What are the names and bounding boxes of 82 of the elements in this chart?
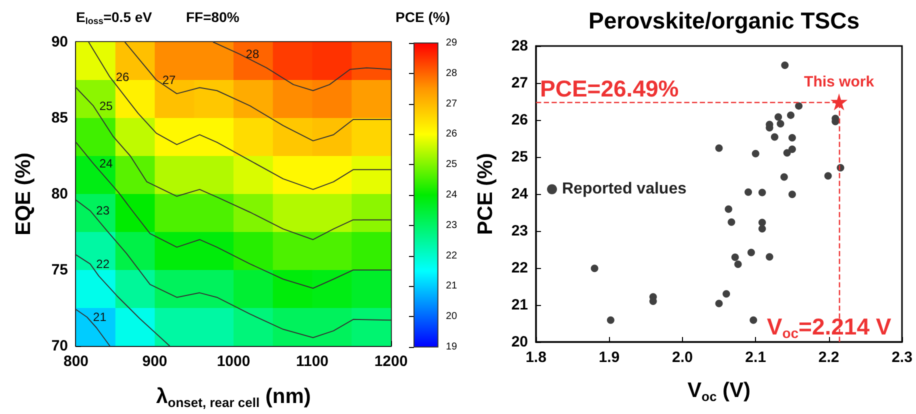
x-tick-label: 800 [63, 353, 89, 370]
y-tick-label: 21 [511, 296, 528, 314]
color-bar-title: PCE (%) [396, 9, 450, 25]
point [780, 173, 788, 181]
y-tick-label: 25 [511, 148, 528, 166]
point [781, 61, 789, 69]
point [758, 225, 766, 233]
point [722, 290, 730, 298]
color-bar-label: 25 [446, 159, 458, 170]
point [774, 113, 782, 121]
point [724, 205, 732, 213]
point [830, 93, 848, 110]
y-tick-label: 24 [511, 186, 529, 202]
point [744, 188, 752, 196]
point [795, 102, 803, 110]
point [758, 188, 766, 196]
color-bar-label: 27 [446, 98, 458, 110]
color-bar-label: 23 [446, 220, 458, 231]
point [715, 144, 723, 152]
series-label: 26 [116, 70, 130, 84]
series-label: 21 [93, 310, 107, 324]
color-bar-label: 28 [446, 68, 458, 79]
ref-line-label: PCE=26.49% [540, 75, 679, 102]
point [788, 190, 796, 198]
y-tick-label: 85 [51, 110, 68, 126]
point [788, 134, 796, 142]
color-bar-label: 19 [446, 342, 458, 352]
point [750, 316, 758, 324]
y-tick-label: 90 [51, 34, 68, 50]
x-tick-label: 1.8 [526, 349, 546, 366]
series-label: 27 [162, 73, 176, 87]
y-tick-label: 28 [511, 38, 528, 54]
point [788, 145, 796, 153]
y-axis-title: PCE (%) [474, 153, 497, 235]
point [734, 260, 742, 268]
x-tick-label: 900 [142, 353, 168, 370]
x-tick-label: 1100 [296, 353, 329, 370]
y-axis-title: EQE (%) [12, 152, 35, 236]
legend-label: Reported values [562, 180, 687, 198]
y-tick-label: 27 [511, 74, 528, 92]
x-tick-label: 1.9 [598, 349, 620, 366]
x-tick-label: 1000 [216, 353, 250, 370]
point [747, 248, 755, 256]
series-label: 24 [99, 156, 113, 171]
color-bar-label: 22 [446, 250, 458, 262]
point [590, 264, 598, 272]
x-tick-label: 2.2 [818, 349, 840, 366]
x-tick-label: 2.3 [892, 349, 912, 366]
color-bar-label: 20 [446, 311, 458, 322]
color-bar-label: 21 [446, 280, 458, 292]
point [770, 133, 778, 141]
y-tick-label: 75 [51, 262, 68, 278]
point [715, 300, 723, 308]
chart-title: Perovskite/organic TSCs [588, 8, 860, 34]
y-tick-label: 20 [511, 334, 528, 350]
point [758, 218, 766, 226]
series-label: 22 [96, 256, 110, 271]
color-bar-label: 26 [446, 128, 458, 140]
point [728, 218, 736, 226]
text: FF=80% [186, 9, 240, 25]
point [752, 150, 760, 158]
y-tick-label: 22 [511, 260, 528, 276]
y-tick-label: 26 [511, 112, 528, 128]
x-tick-label: 2.1 [745, 349, 766, 366]
y-tick-label: 23 [511, 222, 528, 240]
point [731, 254, 739, 262]
x-tick-label: 1200 [374, 353, 408, 370]
color-bar-label: 24 [446, 190, 458, 200]
series-label: 25 [99, 98, 113, 113]
y-tick-label: 70 [51, 338, 68, 354]
x-tick-label: 2.0 [672, 349, 693, 366]
point [786, 111, 794, 119]
color-bar-label: 29 [446, 38, 458, 48]
series-label: 28 [246, 47, 260, 62]
point [783, 149, 791, 157]
y-tick-label: 80 [51, 186, 68, 202]
point [606, 316, 614, 324]
series-label: This work [804, 73, 875, 90]
point [776, 120, 784, 128]
point [824, 172, 832, 180]
point [766, 253, 774, 261]
series-label: 23 [96, 204, 110, 218]
